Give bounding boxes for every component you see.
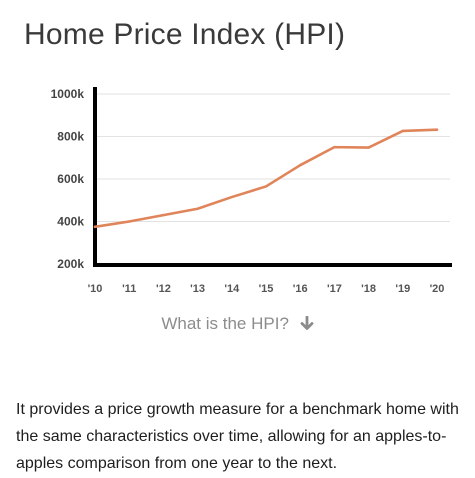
what-is-hpi-link[interactable]: What is the HPI?	[0, 314, 475, 336]
x-tick-label: '17	[327, 283, 342, 295]
data-point	[230, 195, 233, 199]
x-tick-label: '18	[361, 283, 376, 295]
x-tick-label: '14	[224, 283, 240, 295]
data-point	[196, 207, 199, 210]
data-point	[401, 129, 404, 133]
arrow-down-icon	[300, 315, 314, 336]
data-point	[367, 146, 370, 149]
x-tick-label: '12	[156, 283, 171, 295]
data-point	[162, 213, 165, 217]
x-tick-label: '15	[259, 283, 274, 295]
x-tick-label: '16	[293, 283, 308, 295]
what-is-hpi-label: What is the HPI?	[161, 314, 289, 333]
y-tick-label: 400k	[57, 215, 84, 229]
data-point	[264, 185, 268, 188]
x-tick-label: '20	[430, 283, 445, 295]
x-tick-label: '19	[395, 283, 410, 295]
y-tick-label: 600k	[57, 172, 84, 186]
data-point	[93, 225, 97, 229]
hpi-series-line	[93, 128, 439, 229]
y-tick-label: 800k	[57, 130, 84, 144]
y-tick-label: 200k	[57, 257, 84, 271]
y-tick-label: 1000k	[51, 87, 85, 101]
data-point	[299, 163, 302, 167]
data-point	[333, 145, 336, 149]
x-tick-label: '13	[190, 283, 205, 295]
hpi-description: It provides a price growth measure for a…	[16, 401, 459, 472]
chart-title: Home Price Index (HPI)	[24, 18, 346, 51]
data-point	[128, 220, 131, 223]
hpi-line-chart: 1000k 800k 600k 400k 200k '10 '11 '12 '13 '14 '15 '…	[51, 87, 452, 295]
x-tick-label: '11	[122, 283, 136, 295]
data-point	[435, 128, 439, 131]
x-tick-label: '10	[88, 283, 103, 295]
